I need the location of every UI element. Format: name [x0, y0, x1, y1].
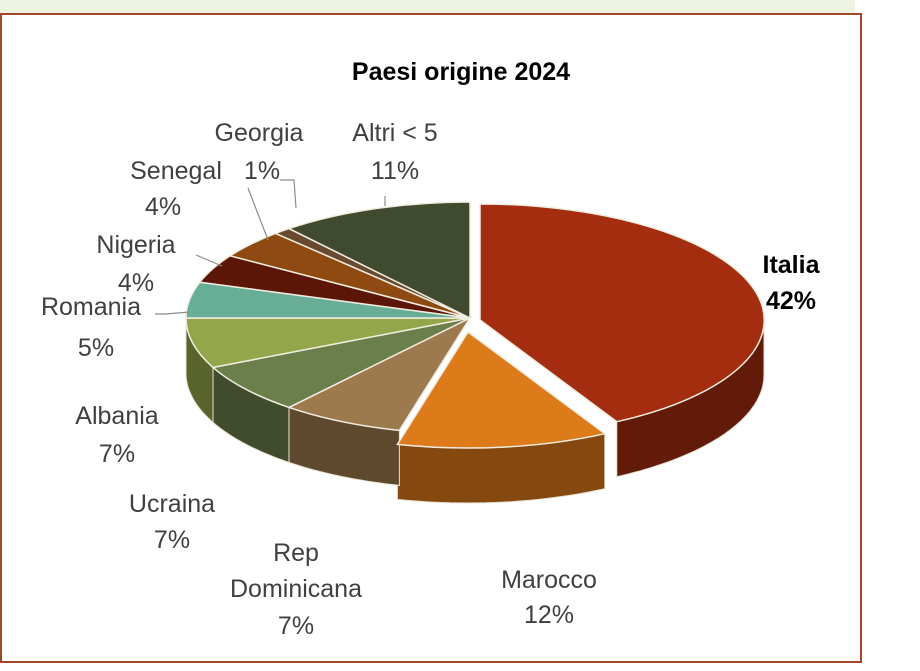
label-nigeria-name: Nigeria [96, 231, 175, 259]
leader-romania [155, 311, 191, 315]
slice-rep-dominicana [287, 316, 473, 432]
label-marocco-name: Marocco [501, 566, 597, 594]
label-romania-name: Romania [41, 293, 141, 321]
label-ucraina-value: 7% [154, 526, 190, 554]
label-repdom-name-1: Rep [273, 539, 319, 567]
label-senegal-value: 4% [145, 193, 181, 221]
label-altri-value: 11% [371, 157, 419, 185]
chart-title: Paesi origine 2024 [352, 58, 570, 86]
label-albania-name: Albania [75, 402, 158, 430]
label-ucraina-name: Ucraina [129, 490, 215, 518]
label-repdom-name-2: Dominicana [230, 575, 362, 603]
slice-altri- [287, 201, 471, 320]
label-georgia-value: 1% [244, 157, 280, 185]
slice-labels: Italia 42% Marocco 12% Rep Dominicana 7%… [41, 119, 821, 640]
label-marocco-value: 12% [524, 601, 574, 629]
label-italia-name: Italia [763, 251, 821, 279]
leader-nigeria [195, 254, 223, 267]
slice-ucraina [211, 317, 471, 409]
slice-italia [479, 203, 765, 423]
label-italia-value: 42% [766, 287, 816, 315]
leader-lines [155, 179, 386, 315]
slice-albania [185, 317, 471, 369]
leader-senegal [247, 187, 269, 241]
label-georgia-name: Georgia [215, 119, 304, 147]
label-romania-value: 5% [78, 334, 114, 362]
leader-georgia [280, 179, 297, 209]
label-senegal-name: Senegal [130, 157, 222, 185]
label-repdom-value: 7% [278, 612, 314, 640]
label-nigeria-value: 4% [118, 269, 154, 297]
label-albania-value: 7% [99, 440, 135, 468]
slice-marocco [396, 330, 607, 449]
label-altri-name: Altri < 5 [352, 119, 437, 147]
pie-slices [185, 201, 765, 504]
top-band [0, 0, 855, 14]
